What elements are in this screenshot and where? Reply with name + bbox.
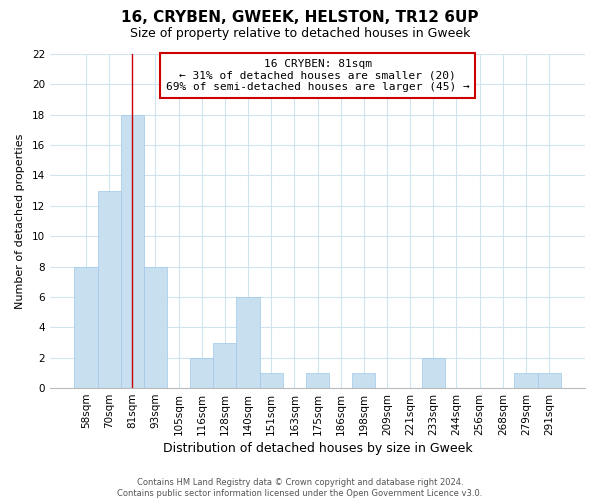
Bar — [236, 297, 260, 388]
Bar — [538, 373, 560, 388]
Y-axis label: Number of detached properties: Number of detached properties — [15, 134, 25, 308]
Bar — [214, 342, 236, 388]
Bar — [422, 358, 445, 388]
Text: 16 CRYBEN: 81sqm
← 31% of detached houses are smaller (20)
69% of semi-detached : 16 CRYBEN: 81sqm ← 31% of detached house… — [166, 59, 469, 92]
Bar — [514, 373, 538, 388]
Text: Size of property relative to detached houses in Gweek: Size of property relative to detached ho… — [130, 28, 470, 40]
Bar — [74, 266, 98, 388]
Bar — [98, 190, 121, 388]
Text: 16, CRYBEN, GWEEK, HELSTON, TR12 6UP: 16, CRYBEN, GWEEK, HELSTON, TR12 6UP — [121, 10, 479, 25]
Bar — [306, 373, 329, 388]
X-axis label: Distribution of detached houses by size in Gweek: Distribution of detached houses by size … — [163, 442, 472, 455]
Bar — [352, 373, 376, 388]
Bar — [190, 358, 214, 388]
Text: Contains HM Land Registry data © Crown copyright and database right 2024.
Contai: Contains HM Land Registry data © Crown c… — [118, 478, 482, 498]
Bar — [144, 266, 167, 388]
Bar — [121, 114, 144, 388]
Bar — [260, 373, 283, 388]
